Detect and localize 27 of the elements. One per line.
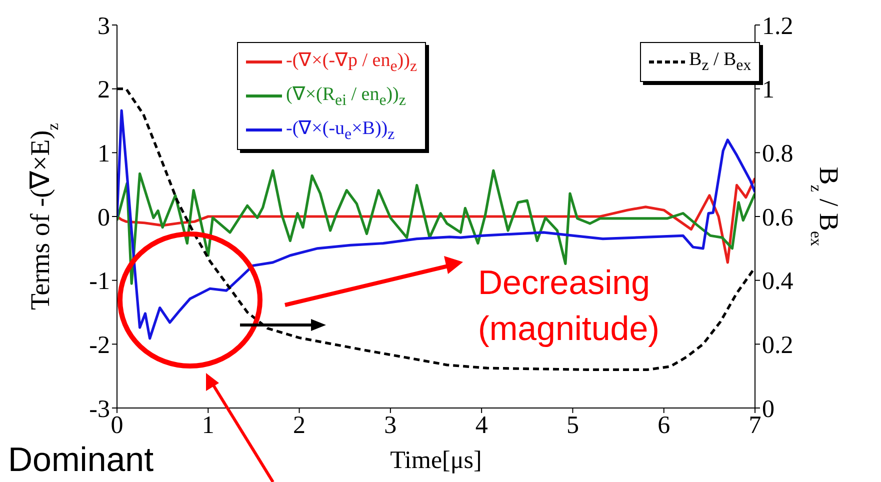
legend-label: (∇×(R$_{ei}$ / en$_{e}$))$_{z}$ bbox=[286, 83, 406, 110]
y-tick-label: -1 bbox=[89, 268, 110, 296]
y2-tick-label: 0.6 bbox=[762, 204, 794, 232]
y-tick-label: 2 bbox=[98, 76, 110, 104]
x-axis-title: Time[μs] bbox=[390, 447, 482, 474]
y2-tick-label: 0.4 bbox=[762, 268, 794, 296]
y-tick-label: -2 bbox=[89, 332, 110, 360]
x-tick-label: 7 bbox=[748, 412, 762, 439]
legend-label: -(∇×(-u$_{e}$×B))$_{z}$ bbox=[286, 117, 395, 144]
text: Dominant bbox=[8, 440, 154, 480]
x-tick-label: 1 bbox=[202, 412, 214, 439]
x-tick-label: 4 bbox=[475, 412, 488, 439]
legend-label: B$_{z}$ / B$_{ex}$ bbox=[689, 49, 752, 75]
y-tick-label: -3 bbox=[89, 396, 110, 423]
y-tick-label: 3 bbox=[98, 12, 110, 40]
x-tick-label: 6 bbox=[658, 412, 670, 439]
y2-tick-label: 0.2 bbox=[762, 332, 794, 360]
x-tick-label: 2 bbox=[293, 412, 306, 439]
y2-tick-label: 0.8 bbox=[762, 140, 794, 168]
annotation: Decreasing (magnitude) bbox=[478, 263, 660, 350]
y2-tick-label: 1 bbox=[762, 76, 774, 104]
x-tick-label: 3 bbox=[384, 412, 397, 439]
x-tick-label: 5 bbox=[566, 412, 579, 439]
y2-tick-label: 1.2 bbox=[762, 12, 794, 40]
y-tick-label: 0 bbox=[98, 204, 110, 232]
legend-label: -(∇×(-∇p / en$_{e}$))$_{z}$ bbox=[286, 49, 417, 76]
y-tick-label: 1 bbox=[98, 140, 110, 168]
